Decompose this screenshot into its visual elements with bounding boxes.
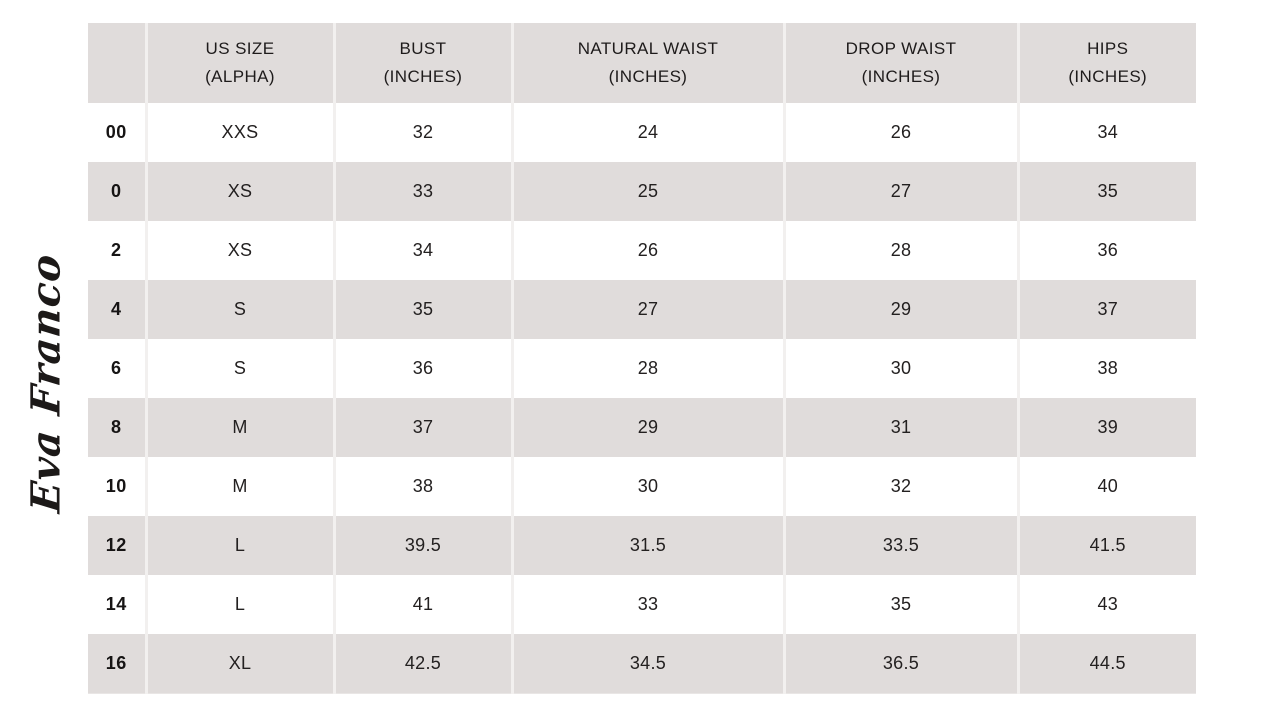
measurement-cell: 29 — [512, 398, 786, 457]
column-header: US SIZE (ALPHA) — [146, 23, 336, 103]
measurement-cell: 34.5 — [512, 634, 786, 693]
measurement-cell: 36.5 — [784, 634, 1020, 693]
measurement-cell: 26 — [512, 221, 786, 280]
measurement-cell: 40 — [1097, 476, 1119, 496]
measurement-cell: 33 — [512, 575, 786, 634]
measurement-cell: XL — [146, 634, 336, 693]
measurement-cell: XXS — [146, 103, 336, 162]
measurement-cell: 34 — [334, 221, 514, 280]
measurement-cell: 35 — [334, 280, 514, 339]
measurement-cell: 28 — [784, 221, 1020, 280]
row-size-label: 8 — [88, 398, 148, 457]
measurement-cell: 24 — [512, 103, 786, 162]
measurement-cell: 34 — [1097, 122, 1119, 142]
measurement-cell: 38 — [334, 457, 514, 516]
table-row: 16 XL 42.5 34.5 36.5 44.5 — [88, 634, 1196, 693]
measurement-cell: 41.5 — [1089, 535, 1126, 555]
column-header: HIPS (INCHES) — [1018, 23, 1196, 103]
measurement-cell: 35 — [784, 575, 1020, 634]
row-size-label: 14 — [88, 575, 148, 634]
measurement-cell: M — [146, 398, 336, 457]
measurement-cell: 33.5 — [784, 516, 1020, 575]
measurement-cell: M — [146, 457, 336, 516]
row-size-label: 10 — [88, 457, 148, 516]
column-header: DROP WAIST (INCHES) — [784, 23, 1020, 103]
column-header: BUST (INCHES) — [334, 23, 514, 103]
table-header: US SIZE (ALPHA) BUST (INCHES) NATURAL WAIS… — [88, 23, 1196, 103]
measurement-cell: 44.5 — [1089, 652, 1126, 673]
table-row: 10 M 38 30 32 40 — [88, 457, 1196, 516]
measurement-cell: 32 — [784, 457, 1020, 516]
table-body: 00 XXS 32 24 26 34 0 XS 33 25 27 35 2 XS 34 26 28 36 4 S 35 2… — [88, 103, 1196, 693]
table-row: 12 L 39.5 31.5 33.5 41.5 — [88, 516, 1196, 575]
measurement-cell: 30 — [784, 339, 1020, 398]
measurement-cell: L — [146, 575, 336, 634]
measurement-cell: 38 — [1097, 358, 1119, 378]
measurement-cell: 36 — [1097, 240, 1119, 260]
measurement-cell: 39 — [1097, 417, 1119, 437]
measurement-cell: 37 — [1097, 299, 1119, 319]
measurement-cell: 33 — [334, 162, 514, 221]
table-row: 14 L 41 33 35 43 — [88, 575, 1196, 634]
row-size-label: 16 — [88, 634, 148, 693]
row-size-label: 4 — [88, 280, 148, 339]
measurement-cell: L — [146, 516, 336, 575]
measurement-cell: 32 — [334, 103, 514, 162]
measurement-cell: 31 — [784, 398, 1020, 457]
table-row: 8 M 37 29 31 39 — [88, 398, 1196, 457]
row-size-label: 2 — [88, 221, 148, 280]
measurement-cell: XS — [146, 221, 336, 280]
row-size-label: 6 — [88, 339, 148, 398]
measurement-cell: 31.5 — [512, 516, 786, 575]
header-row: US SIZE (ALPHA) BUST (INCHES) NATURAL WAIS… — [88, 23, 1196, 103]
measurement-cell: 27 — [512, 280, 786, 339]
corner-header-cell — [88, 23, 148, 103]
column-header: NATURAL WAIST (INCHES) — [512, 23, 786, 103]
eva-franco-logo: Eva Franco — [22, 251, 70, 515]
table-row: 00 XXS 32 24 26 34 — [88, 103, 1196, 162]
measurement-cell: 29 — [784, 280, 1020, 339]
measurement-cell: 42.5 — [334, 634, 514, 693]
measurement-cell: XS — [146, 162, 336, 221]
measurement-cell: S — [146, 280, 336, 339]
table-row: 4 S 35 27 29 37 — [88, 280, 1196, 339]
measurement-cell: 26 — [784, 103, 1020, 162]
table-row: 2 XS 34 26 28 36 — [88, 221, 1196, 280]
table-row: 0 XS 33 25 27 35 — [88, 162, 1196, 221]
row-size-label: 00 — [88, 103, 148, 162]
size-chart-table: US SIZE (ALPHA) BUST (INCHES) NATURAL WAIS… — [88, 23, 1196, 694]
row-size-label: 12 — [88, 516, 148, 575]
measurement-cell: 30 — [512, 457, 786, 516]
measurement-cell: 28 — [512, 339, 786, 398]
measurement-cell: 37 — [334, 398, 514, 457]
measurement-cell: 25 — [512, 162, 786, 221]
measurement-cell: S — [146, 339, 336, 398]
table-row: 6 S 36 28 30 38 — [88, 339, 1196, 398]
measurement-cell: 41 — [334, 575, 514, 634]
measurement-cell: 39.5 — [334, 516, 514, 575]
measurement-cell: 43 — [1097, 594, 1119, 614]
measurement-cell: 27 — [784, 162, 1020, 221]
measurement-cell: 35 — [1097, 181, 1119, 201]
measurement-cell: 36 — [334, 339, 514, 398]
row-size-label: 0 — [88, 162, 148, 221]
